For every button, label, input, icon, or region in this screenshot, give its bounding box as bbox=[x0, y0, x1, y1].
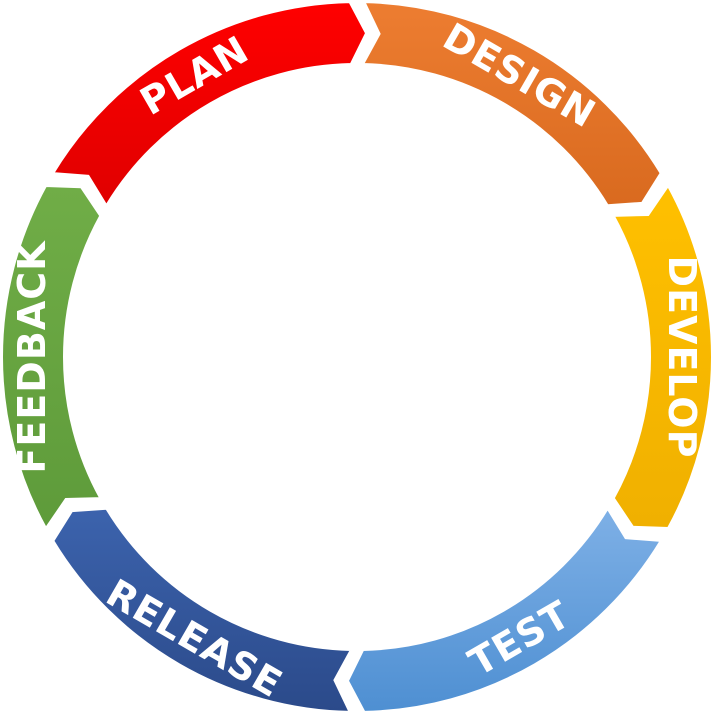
segment-release bbox=[52, 507, 353, 712]
segment-label-develop: DEVELOP bbox=[660, 256, 704, 459]
segment-feedback bbox=[1, 184, 102, 530]
segment-label-feedback: FEEDBACK bbox=[10, 240, 54, 474]
segment-develop bbox=[612, 184, 713, 530]
segment-test bbox=[346, 506, 663, 712]
segment-design bbox=[361, 1, 662, 207]
segment-plan bbox=[51, 1, 368, 208]
